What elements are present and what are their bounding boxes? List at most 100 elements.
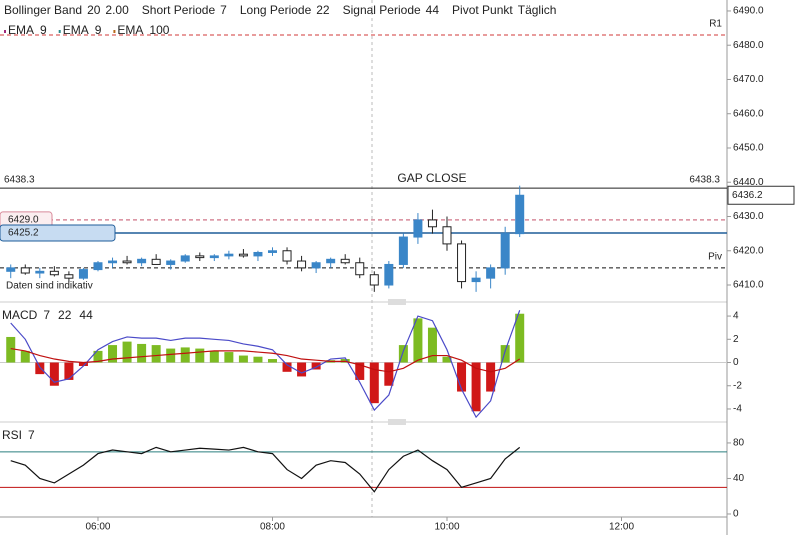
rsi-line (10, 446, 521, 493)
histogram-bar (384, 362, 394, 386)
histogram-bar (209, 350, 219, 363)
candle-body (151, 258, 161, 265)
y-tick-label: 6440.0 (733, 177, 764, 188)
candle-body (398, 236, 408, 265)
candle-body (486, 267, 496, 279)
panel-param: 7 (43, 308, 50, 322)
level-label: 6429.0 (8, 215, 39, 226)
y-tick-label: -4 (733, 404, 742, 415)
y-tick-label: 6410.0 (733, 280, 764, 291)
y-tick-label: 6460.0 (733, 108, 764, 119)
resize-grip[interactable] (388, 419, 406, 425)
y-tick-label: -2 (733, 380, 742, 391)
ema-name: EMA (117, 23, 143, 37)
candle-body (340, 258, 350, 264)
histogram-bar (93, 350, 103, 363)
histogram-bar (427, 327, 437, 363)
candle-body (267, 250, 277, 253)
y-tick-label: 0 (733, 509, 739, 520)
ema-period: 9 (40, 23, 47, 37)
histogram-bar (49, 362, 59, 386)
level-label: 6438.3 (4, 175, 35, 186)
histogram-bar (486, 362, 496, 392)
histogram-bar (35, 362, 45, 375)
histogram-bar (369, 362, 379, 404)
y-tick-label: 6490.0 (733, 6, 764, 17)
ema-name: EMA (63, 23, 89, 37)
candle-body (166, 260, 176, 265)
y-tick-label: 2 (733, 334, 739, 345)
histogram-bar (20, 350, 30, 363)
candle-body (20, 267, 30, 274)
candle-body (282, 250, 292, 262)
histogram-bar (151, 345, 161, 363)
candle-body (369, 274, 379, 286)
indicator-param: 7 (220, 3, 227, 17)
candle-body (413, 219, 423, 238)
histogram-bar (282, 362, 292, 372)
histogram-bar (108, 345, 118, 363)
histogram-bar (500, 345, 510, 363)
histogram-bar (64, 362, 74, 380)
y-tick-label: 0 (733, 357, 739, 368)
y-tick-label: 6470.0 (733, 74, 764, 85)
ema-period: 9 (95, 23, 102, 37)
level-label: Piv (708, 252, 722, 263)
level-label: R1 (709, 19, 722, 30)
candle-body (93, 262, 103, 271)
panel-title: RSI (2, 428, 22, 442)
indicator-param: 44 (426, 3, 440, 17)
indicator-param: 22 (316, 3, 330, 17)
histogram-bar (267, 359, 277, 363)
indicator-name: Signal Periode (343, 3, 421, 17)
histogram-bar (515, 313, 525, 363)
candle-body (209, 255, 219, 259)
candle-body (427, 219, 437, 228)
candle-body (122, 260, 132, 264)
ema-period: 100 (149, 23, 169, 37)
candle-body (78, 269, 88, 279)
candle-body (49, 270, 59, 276)
x-tick-label: 10:00 (434, 522, 459, 533)
last-price-box (727, 185, 795, 205)
histogram-bar (78, 362, 88, 366)
histogram-bar (6, 336, 16, 363)
indicator-name: Pivot Punkt (452, 3, 513, 17)
y-tick-label: 6420.0 (733, 245, 764, 256)
signal-line (10, 347, 521, 373)
histogram-bar (137, 343, 147, 363)
candle-body (6, 267, 16, 272)
histogram-bar (442, 356, 452, 363)
ema-swatch (58, 30, 61, 33)
resize-grip[interactable] (388, 299, 406, 305)
histogram-bar (253, 356, 263, 363)
indicator-name: Short Periode (142, 3, 216, 17)
indicator-name: Bollinger Band (4, 3, 82, 17)
level-label: 6425.2 (8, 228, 39, 239)
macd-line (10, 310, 521, 419)
candle-body (195, 255, 205, 259)
y-tick-label: 40 (733, 473, 745, 484)
candle-body (64, 274, 74, 279)
candle-body (471, 277, 481, 283)
y-tick-label: 6450.0 (733, 143, 764, 154)
x-tick-label: 08:00 (260, 522, 285, 533)
candle-body (238, 253, 248, 257)
histogram-bar (180, 347, 190, 363)
histogram-bar (457, 362, 467, 392)
indicator-param: Täglich (518, 3, 557, 17)
x-tick-label: 06:00 (85, 522, 110, 533)
candle-body (224, 253, 234, 257)
candle-body (355, 262, 365, 276)
candle-body (297, 260, 307, 269)
histogram-bar (195, 348, 205, 363)
candle-body (35, 270, 45, 274)
histogram-bar (297, 362, 307, 377)
candle-body (108, 260, 118, 264)
candle-body (515, 194, 525, 235)
panel-param: 22 (58, 308, 72, 322)
histogram-bar (311, 362, 321, 370)
y-tick-label: 6480.0 (733, 40, 764, 51)
